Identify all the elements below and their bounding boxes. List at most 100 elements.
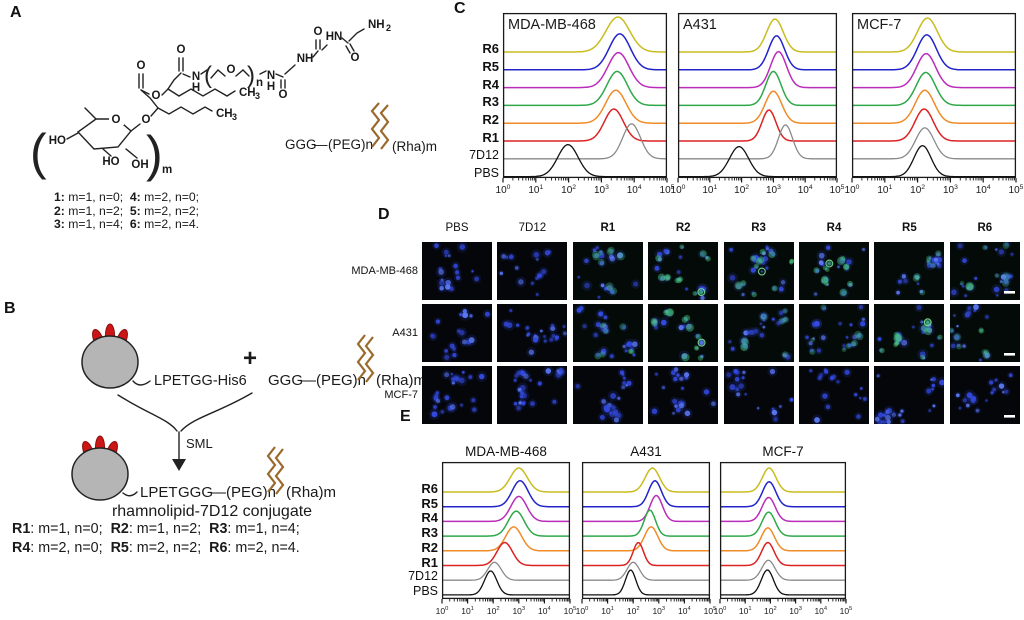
x-tick-label: 103: [766, 184, 781, 196]
trace-R1: [852, 108, 1016, 142]
histogram-svg-MCF-7: 100 101 102 103 104 105 MCF-7: [845, 12, 1024, 196]
gly-bond4: [321, 44, 328, 51]
rhamnolipid-zigzag-icon: [266, 446, 277, 493]
sugar-ho-bottom: HO: [102, 156, 119, 168]
product-peg: (PEG)n: [226, 484, 276, 501]
reactant2-rha: (Rha)m: [376, 372, 426, 389]
bracket-open: (: [30, 124, 47, 180]
compound-legend-text: m=1, n=0;: [64, 190, 130, 204]
gly-bond5: [341, 37, 349, 44]
product-rha: (Rha)m: [286, 484, 336, 501]
micrograph-MDA-MB-468-R5: [874, 242, 945, 300]
x-tick-label: 104: [976, 184, 991, 196]
trace-R5: [503, 33, 667, 71]
trace-7D12: [582, 561, 710, 581]
micrograph-image: [497, 304, 570, 362]
x-tick-label: 105: [660, 184, 675, 196]
trace-label-R1: R1: [421, 554, 438, 570]
column-header-R5: R5: [902, 222, 917, 234]
reactant1-label: LPETGG-His6: [154, 373, 247, 389]
x-tick-label: 104: [538, 606, 551, 616]
gly-nh-1: NH: [297, 53, 314, 65]
micrograph-MDA-MB-468-R2: [648, 242, 719, 303]
ch3-lower: CH: [216, 108, 233, 120]
x-tick-label: 103: [789, 606, 802, 616]
trace-R1: [678, 109, 837, 142]
micrograph-image: [572, 366, 643, 425]
x-tick-label: 102: [764, 606, 777, 616]
ho2-bond: [102, 148, 112, 157]
x-tick-label: 102: [627, 606, 640, 616]
micrograph-image: [874, 242, 945, 300]
trace-PBS: [720, 569, 846, 596]
trace-R2: [503, 89, 667, 124]
trace-label-R5: R5: [482, 58, 499, 74]
conjugate-definition-text: : m=1, n=2;: [128, 521, 210, 537]
panel-d-label: D: [378, 206, 390, 223]
conjugate-definition-key: R6: [209, 540, 228, 556]
x-tick-label: 102: [734, 184, 749, 196]
x-tick-label: 104: [798, 184, 813, 196]
x-tick-label: 103: [594, 184, 609, 196]
trace-R4: [503, 51, 667, 89]
peg-oxygen: O: [227, 64, 236, 76]
alkyl-chain-upper: [167, 88, 236, 97]
amide-h-2: H: [267, 81, 275, 93]
compound-legend-line: 3: m=1, n=4; 6: m=2, n=4.: [54, 217, 199, 231]
x-tick-label: 100: [714, 606, 727, 616]
conjugate-definition-line: R4: m=2, n=0; R5: m=2, n=2; R6: m=2, n=4…: [12, 540, 300, 556]
x-tick-label: 101: [461, 606, 474, 616]
column-header-R4: R4: [826, 222, 842, 234]
trace-R6: [582, 467, 710, 493]
panel-title: MCF-7: [857, 17, 901, 33]
panel-title: A431: [683, 17, 717, 33]
trace-label-R6: R6: [421, 481, 438, 496]
ch3-lower-sub: 3: [232, 112, 237, 122]
trace-R4: [720, 496, 846, 523]
micrograph-image: [572, 242, 643, 300]
trace-R6: [503, 16, 667, 53]
micrograph-image: [648, 304, 719, 362]
micrograph-image: [799, 302, 869, 362]
micrograph-MDA-MB-468-7D12: [497, 242, 568, 300]
terminal-nh2: NH: [368, 19, 385, 31]
nanobody-body-icon: [71, 447, 129, 501]
conjugate-definition-key: R1: [12, 521, 31, 537]
nanobody-body-icon: [81, 335, 139, 389]
x-tick-label: 101: [528, 184, 543, 196]
rhamnolipid-zigzag-icon: [370, 102, 381, 148]
product-caption: rhamnolipid-7D12 conjugate: [112, 503, 312, 520]
micrograph-A431-R5: [874, 302, 945, 362]
trace-R1: [720, 541, 846, 567]
trace-7D12: [852, 127, 1016, 160]
compound-legend-line: 2: m=1, n=2; 5: m=2, n=2;: [54, 204, 199, 218]
trace-R5: [442, 479, 570, 508]
flow-histogram-C-MDA-MB-468: 100 101 102 103 104 105 MDA-MB-468: [495, 12, 675, 198]
x-tick-label: 100: [576, 606, 589, 616]
conjugate-definition-line: R1: m=1, n=0; R2: m=1, n=2; R3: m=1, n=4…: [12, 521, 300, 537]
micrograph-A431-R3: [723, 304, 794, 362]
compound-legend-line: 1: m=1, n=0; 4: m=2, n=0;: [54, 190, 199, 204]
micrograph-MCF-7-PBS: [422, 366, 492, 424]
flow-histogram-C-A431: 100 101 102 103 104 105 A431: [670, 12, 845, 198]
micrograph-image: [948, 301, 1020, 363]
x-tick-label: 102: [487, 606, 500, 616]
bracket-close: ): [146, 126, 163, 182]
nanobody-tail: [122, 491, 138, 497]
micrograph-image: [648, 365, 719, 424]
conjugate-definition-text: : m=2, n=4.: [227, 540, 300, 556]
x-tick-label: 105: [840, 606, 853, 616]
chemical-structure-rhamnolipid-linker: O HO HO OH ( ) m O CH 3 O O CH 3 O: [30, 19, 437, 182]
compound-legend-key: 4:: [129, 190, 141, 204]
trace-R3: [582, 509, 710, 537]
conjugation-scheme: LPETGG-His6 + GGG — (PEG)n (Rha)m SML LP…: [71, 323, 426, 520]
micrograph-image: [422, 241, 492, 300]
trace-label-R4: R4: [421, 510, 438, 526]
panel-title-MDA-MB-468: MDA-MB-468: [465, 444, 547, 459]
ring-o-bg: [109, 113, 124, 125]
trace-label-R2: R2: [421, 539, 438, 555]
ester-bond1: [140, 89, 150, 95]
linker-peg-label: (PEG)n: [328, 137, 373, 152]
x-tick-label: 105: [830, 184, 845, 196]
